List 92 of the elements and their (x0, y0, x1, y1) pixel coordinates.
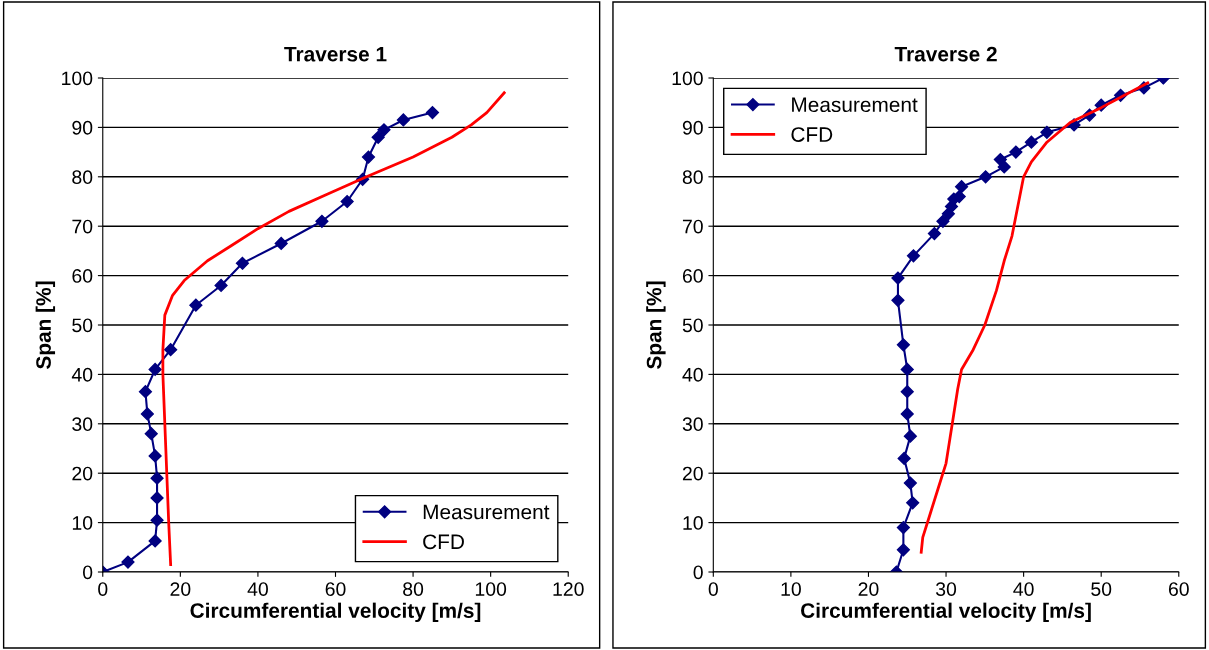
y-tick-label: 100 (62, 71, 93, 86)
point (900, 407, 914, 421)
point (900, 362, 914, 377)
x-tick-label: 0 (98, 582, 108, 596)
point (138, 385, 153, 399)
point (144, 427, 158, 441)
chart-title: Traverse 2 (894, 46, 997, 62)
point (150, 471, 164, 485)
y-tick-label: 20 (72, 466, 93, 481)
y-tick-label: 70 (72, 219, 93, 234)
point (189, 298, 203, 312)
x-tick-label: 60 (325, 582, 346, 596)
y-tick-label: 60 (682, 269, 703, 283)
x-tick-label: 50 (1091, 582, 1112, 596)
y-tick-label: 0 (82, 565, 93, 580)
point (361, 150, 376, 164)
point (927, 227, 941, 241)
point (1024, 135, 1038, 149)
chart-title: Traverse 1 (284, 47, 387, 62)
point (896, 543, 910, 557)
y-tick-label: 90 (682, 120, 703, 135)
point (148, 534, 162, 548)
x-tick-label: 40 (247, 582, 268, 596)
y-tick-label: 50 (682, 318, 703, 333)
point (903, 476, 917, 490)
y-tick-label: 20 (682, 466, 703, 481)
y-tick-label: 30 (682, 417, 703, 432)
point (997, 160, 1011, 174)
x-tick-label: 30 (935, 582, 957, 596)
point (235, 256, 249, 270)
y-tick-label: 0 (693, 565, 703, 580)
legend-label: Measurement (423, 504, 550, 520)
x-tick-label: 60 (1168, 582, 1189, 596)
point (371, 130, 385, 144)
point (906, 249, 921, 263)
point (906, 496, 920, 510)
y-tick-label: 90 (72, 120, 93, 135)
y-tick-label: 80 (72, 170, 93, 185)
y-tick-label: 10 (683, 516, 703, 530)
point (121, 555, 135, 569)
line-series (919, 81, 1150, 554)
point (1040, 125, 1054, 139)
x-tick-label: 0 (708, 582, 718, 596)
y-tick-label: 30 (72, 417, 93, 432)
point (340, 194, 354, 209)
point (1009, 145, 1023, 159)
y-tick-label: 40 (71, 367, 93, 382)
point (396, 113, 410, 127)
point (896, 520, 910, 535)
point (900, 385, 914, 399)
point (150, 491, 164, 505)
x-tick-label: 40 (1013, 582, 1034, 596)
point (274, 236, 288, 251)
point (993, 152, 1007, 167)
point (903, 429, 917, 443)
x-tick-label: 100 (475, 582, 507, 596)
y-tick-label: 40 (682, 367, 703, 382)
point (897, 451, 911, 465)
y-tick-label: 10 (72, 516, 93, 530)
point (148, 449, 162, 463)
point (140, 407, 154, 421)
y-tick-label: 60 (72, 269, 93, 283)
x-tick-label: 20 (170, 582, 191, 596)
y-tick-label: 100 (672, 71, 703, 86)
point (148, 362, 162, 377)
x-tick-label: 80 (403, 582, 424, 596)
x-axis-title: Circumferential velocity [m/s] (190, 602, 481, 623)
legend-label: CFD (423, 534, 464, 550)
point (979, 170, 993, 184)
point (315, 214, 329, 228)
point (150, 513, 164, 527)
point (936, 214, 950, 228)
legend-label: CFD (791, 127, 833, 142)
y-tick-label: 70 (682, 219, 703, 234)
point (896, 338, 910, 352)
point (377, 123, 391, 137)
point (164, 343, 178, 357)
x-tick-label: 10 (781, 582, 801, 596)
x-tick-label: 120 (553, 582, 584, 596)
y-tick-label: 50 (72, 318, 93, 333)
point (954, 180, 969, 194)
point (425, 105, 440, 120)
point (891, 271, 905, 285)
point (891, 293, 905, 307)
x-axis-title: Circumferential velocity [m/s] (801, 602, 1091, 623)
point (941, 207, 955, 221)
legend-label: Measurement (792, 97, 918, 113)
y-axis-title: Span [%] (35, 281, 56, 369)
point (214, 278, 228, 293)
y-axis-title: Span [%] (646, 281, 666, 369)
x-tick-label: 20 (858, 582, 879, 596)
y-tick-label: 80 (682, 170, 703, 185)
